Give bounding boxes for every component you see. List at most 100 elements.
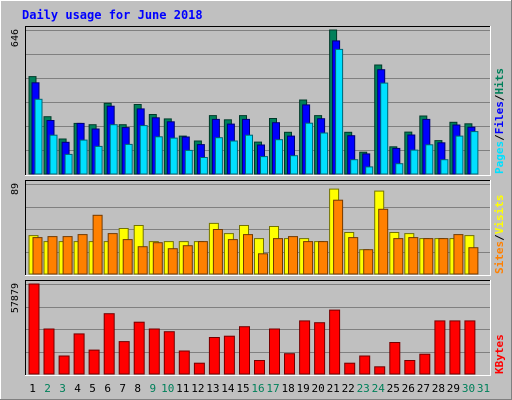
bar-sites-day-10 bbox=[167, 248, 178, 275]
bar-kbytes-day-11 bbox=[178, 350, 190, 375]
x-tick-label: 30 bbox=[462, 382, 475, 395]
x-tick-label: 16 bbox=[251, 382, 264, 395]
bar-sites-day-18 bbox=[288, 236, 298, 275]
bar-kbytes-day-30 bbox=[464, 320, 476, 375]
bar-sites-day-19 bbox=[303, 241, 314, 275]
x-tick-label: 1 bbox=[29, 382, 36, 395]
bar-pages-day-27 bbox=[425, 144, 434, 175]
bar-pages-day-17 bbox=[275, 139, 283, 175]
bar-pages-day-9 bbox=[154, 136, 163, 175]
bar-pages-day-15 bbox=[245, 134, 253, 175]
x-tick-label: 21 bbox=[327, 382, 340, 395]
bar-sites-day-7 bbox=[122, 239, 133, 275]
bar-pages-day-10 bbox=[169, 137, 178, 175]
bar-kbytes-day-15 bbox=[239, 326, 250, 375]
bar-kbytes-day-4 bbox=[73, 333, 85, 375]
legend-hits-files-pages: Pages/Files/Hits bbox=[493, 68, 506, 174]
x-tick-label: 2 bbox=[44, 382, 51, 395]
bar-pages-day-30 bbox=[470, 131, 479, 175]
bar-kbytes-day-5 bbox=[88, 349, 100, 375]
bar-pages-day-14 bbox=[229, 140, 238, 175]
bar-kbytes-day-12 bbox=[193, 362, 205, 375]
x-tick-label: 19 bbox=[296, 382, 309, 395]
bar-sites-day-26 bbox=[408, 237, 419, 275]
bar-sites-day-12 bbox=[197, 241, 208, 275]
x-tick-label: 14 bbox=[221, 382, 235, 395]
bar-sites-day-27 bbox=[423, 238, 434, 275]
bar-pages-day-23 bbox=[365, 166, 374, 175]
bar-sites-day-2 bbox=[47, 236, 58, 275]
bar-kbytes-day-26 bbox=[404, 360, 416, 375]
legend-separator: / bbox=[493, 234, 506, 241]
bar-pages-day-12 bbox=[199, 157, 208, 175]
legend-visits: Visits bbox=[493, 195, 506, 235]
bar-sites-day-30 bbox=[468, 247, 479, 275]
axis-max-label: 57879 bbox=[10, 283, 21, 313]
x-tick-label: 7 bbox=[119, 382, 126, 395]
bar-kbytes-day-24 bbox=[374, 366, 386, 375]
bar-kbytes-day-10 bbox=[163, 331, 175, 375]
bar-sites-day-24 bbox=[378, 208, 389, 275]
bar-pages-day-22 bbox=[350, 159, 359, 175]
bar-kbytes-day-25 bbox=[389, 342, 401, 375]
x-tick-label: 12 bbox=[191, 382, 204, 395]
x-tick-label: 3 bbox=[59, 382, 66, 395]
bar-pages-day-2 bbox=[49, 134, 58, 175]
bar-pages-day-28 bbox=[440, 159, 449, 175]
x-tick-label: 29 bbox=[447, 382, 460, 395]
panel-visits-sites: 89 Sites/Visits bbox=[10, 180, 506, 276]
bar-pages-day-21 bbox=[335, 48, 344, 175]
bar-pages-day-6 bbox=[109, 124, 118, 175]
bar-kbytes-day-14 bbox=[223, 335, 235, 375]
x-tick-label: 22 bbox=[342, 382, 355, 395]
bar-kbytes-day-2 bbox=[43, 328, 55, 375]
x-tick-label: 28 bbox=[432, 382, 445, 395]
bar-sites-day-23 bbox=[363, 249, 374, 275]
bar-kbytes-day-16 bbox=[254, 360, 265, 375]
bar-sites-day-8 bbox=[137, 246, 148, 275]
bar-kbytes-day-7 bbox=[118, 341, 130, 375]
bar-sites-day-20 bbox=[318, 241, 329, 275]
bar-pages-day-16 bbox=[260, 156, 268, 175]
x-tick-label: 17 bbox=[266, 382, 279, 395]
x-tick-label: 26 bbox=[402, 382, 415, 395]
panel-kbytes: 57879 KBytes bbox=[10, 280, 506, 376]
bar-pages-day-4 bbox=[79, 139, 88, 175]
x-tick-label: 20 bbox=[311, 382, 324, 395]
x-tick-label: 4 bbox=[74, 382, 81, 395]
bar-sites-day-5 bbox=[92, 214, 103, 275]
bar-kbytes-day-29 bbox=[449, 320, 461, 375]
axis-max-label: 646 bbox=[10, 29, 21, 47]
bar-kbytes-day-18 bbox=[284, 353, 295, 375]
bar-pages-day-29 bbox=[455, 135, 464, 175]
bar-pages-day-11 bbox=[184, 149, 193, 175]
bar-kbytes-day-19 bbox=[299, 320, 311, 375]
bar-sites-day-14 bbox=[227, 239, 238, 275]
chart-title: Daily usage for June 2018 bbox=[22, 8, 203, 22]
bar-kbytes-day-17 bbox=[269, 328, 280, 375]
bar-sites-day-25 bbox=[393, 238, 404, 275]
bar-kbytes-day-27 bbox=[419, 353, 431, 375]
bar-sites-day-17 bbox=[273, 238, 283, 275]
legend-files: Files bbox=[493, 101, 506, 134]
bar-pages-day-8 bbox=[139, 125, 148, 175]
bar-kbytes-day-22 bbox=[344, 362, 356, 375]
bar-kbytes-day-3 bbox=[58, 355, 70, 375]
bar-sites-day-22 bbox=[348, 237, 359, 275]
x-tick-label: 8 bbox=[134, 382, 141, 395]
x-tick-label: 18 bbox=[281, 382, 294, 395]
x-tick-label: 15 bbox=[236, 382, 249, 395]
bar-kbytes-day-1 bbox=[28, 283, 40, 375]
x-tick-label: 27 bbox=[417, 382, 430, 395]
bar-sites-day-21 bbox=[333, 199, 344, 275]
bar-kbytes-day-21 bbox=[329, 309, 341, 375]
bar-pages-day-3 bbox=[64, 153, 73, 175]
legend-hits: Hits bbox=[493, 68, 506, 95]
bar-sites-day-4 bbox=[77, 234, 88, 275]
bar-kbytes-day-8 bbox=[133, 321, 145, 375]
bar-sites-day-9 bbox=[152, 242, 163, 275]
x-tick-label: 5 bbox=[89, 382, 96, 395]
bar-pages-day-24 bbox=[380, 82, 389, 175]
bar-kbytes-day-28 bbox=[434, 320, 446, 375]
bar-pages-day-26 bbox=[410, 149, 419, 175]
